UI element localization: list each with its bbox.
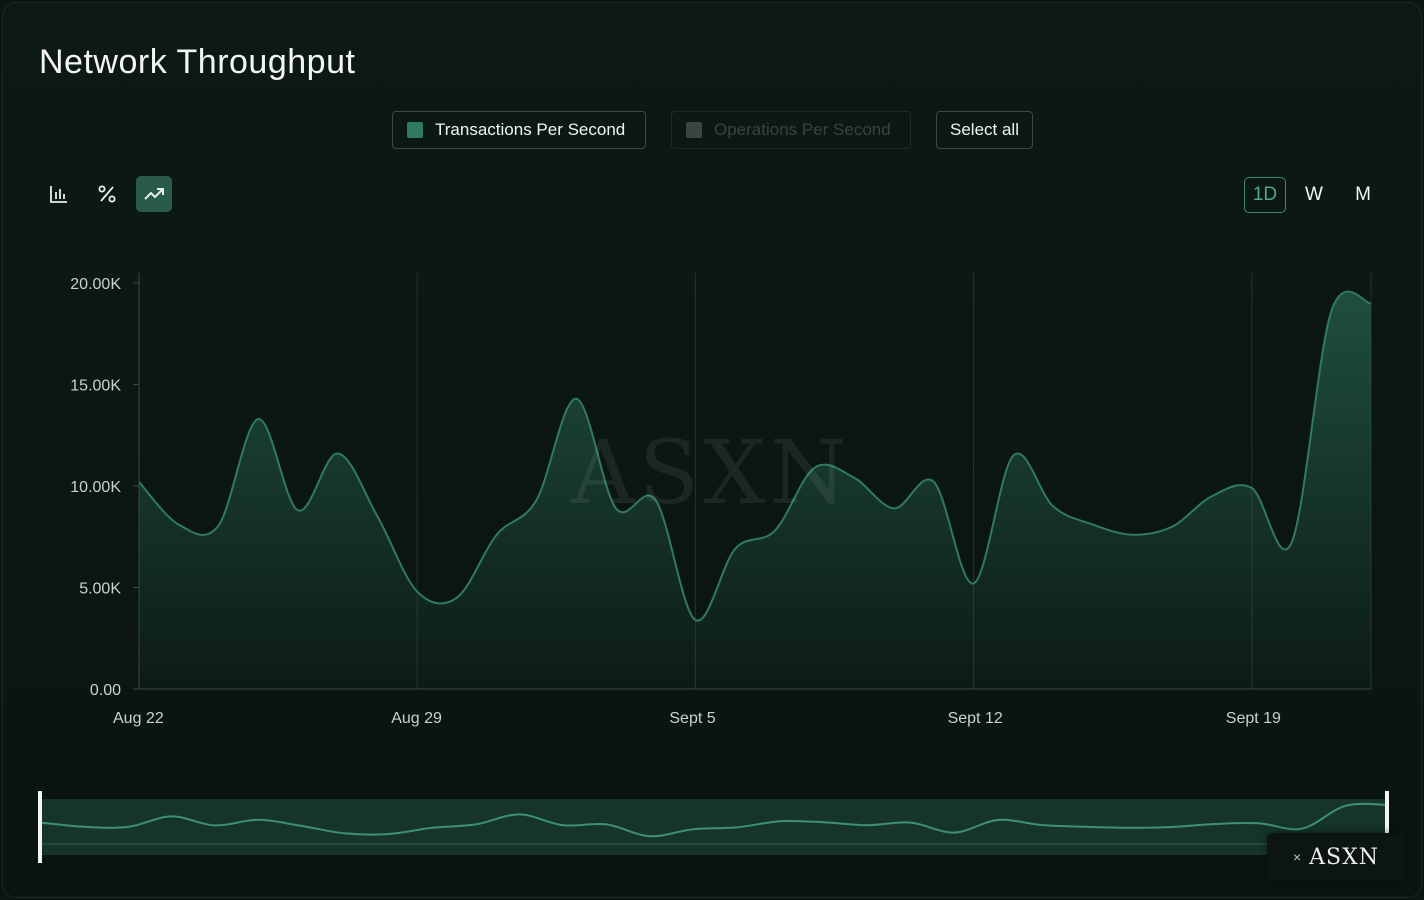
navigator-series-line [40,802,1390,838]
close-icon[interactable]: × [1292,849,1302,865]
series-line-transactions [138,290,1372,622]
y-tick-label: 10.00K [70,479,121,496]
brand-logo: ASXN [1309,844,1380,870]
main-chart: ASXN Aug 22 Aug 29 Sept 5 Sept 12 Sept 19 0.0… [70,273,1372,727]
y-tick-label: 5.00K [79,581,121,598]
x-tick-label: Sept 19 [1226,710,1281,727]
bar-chart-icon [50,186,67,203]
trend-line-button[interactable] [136,176,172,212]
navigator-handle-right[interactable] [1385,791,1389,863]
y-tick-label: 0.00 [90,682,121,699]
x-tick-label: Aug 29 [391,710,442,727]
range-week-button[interactable]: W [1305,184,1323,205]
legend-label-operations: Operations Per Second [714,120,891,139]
navigator-handle-left[interactable] [38,791,42,863]
series-area-transactions [139,291,1371,689]
y-tick-label: 15.00K [70,378,121,395]
x-tick-label: Sept 5 [669,710,715,727]
range-1d-button[interactable]: 1D [1244,177,1286,213]
legend-swatch-operations [686,122,702,138]
bar-chart-button[interactable] [41,176,77,212]
watermark: ASXN [570,421,850,524]
x-tick-label: Sept 12 [948,710,1003,727]
legend-swatch-transactions [407,122,423,138]
select-all-button[interactable]: Select all [936,111,1033,149]
percent-button[interactable] [89,176,125,212]
trend-line-icon [144,188,164,200]
x-tick-label: Aug 22 [113,710,164,727]
range-navigator[interactable] [3,783,1421,873]
select-all-label: Select all [950,120,1019,139]
page-title: Network Throughput [39,43,356,81]
brand-badge: × ASXN [1267,833,1405,881]
y-tick-label: 20.00K [70,276,121,293]
legend-toggle-transactions[interactable]: Transactions Per Second [392,111,646,149]
legend-toggle-operations[interactable]: Operations Per Second [671,111,911,149]
legend-label-transactions: Transactions Per Second [435,120,626,139]
range-month-button[interactable]: M [1355,184,1371,205]
percent-icon [98,185,116,203]
